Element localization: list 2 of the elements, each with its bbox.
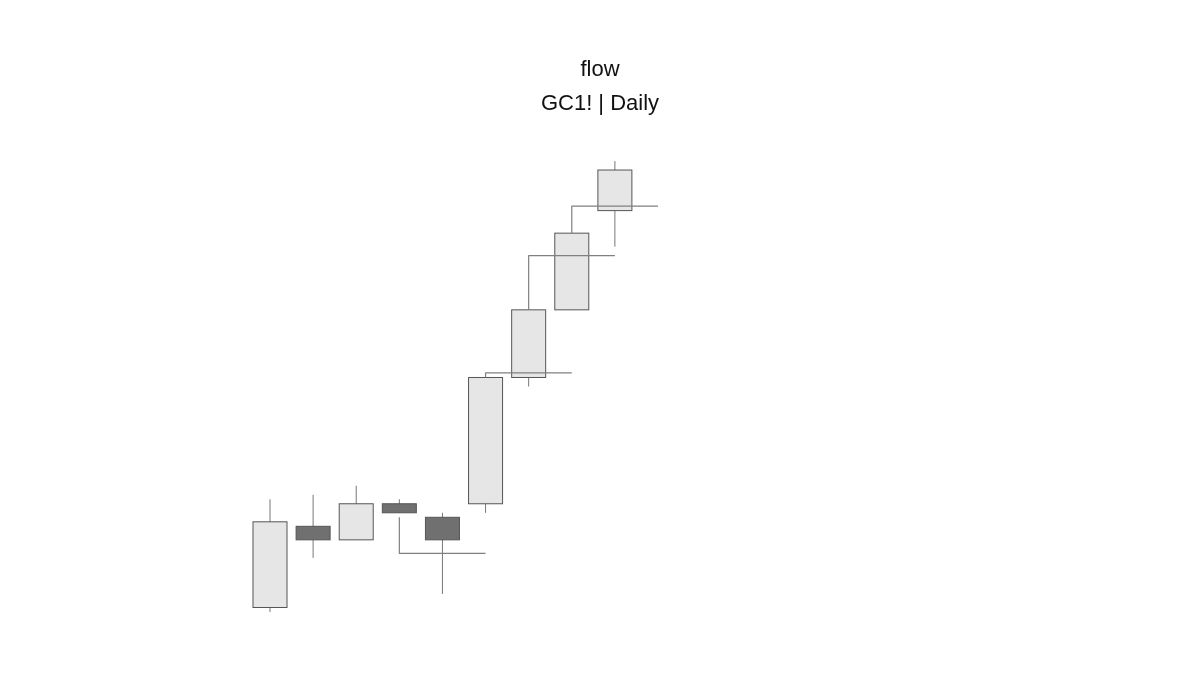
chart-title: flow: [580, 56, 620, 81]
chart-subtitle: GC1! | Daily: [540, 90, 660, 115]
